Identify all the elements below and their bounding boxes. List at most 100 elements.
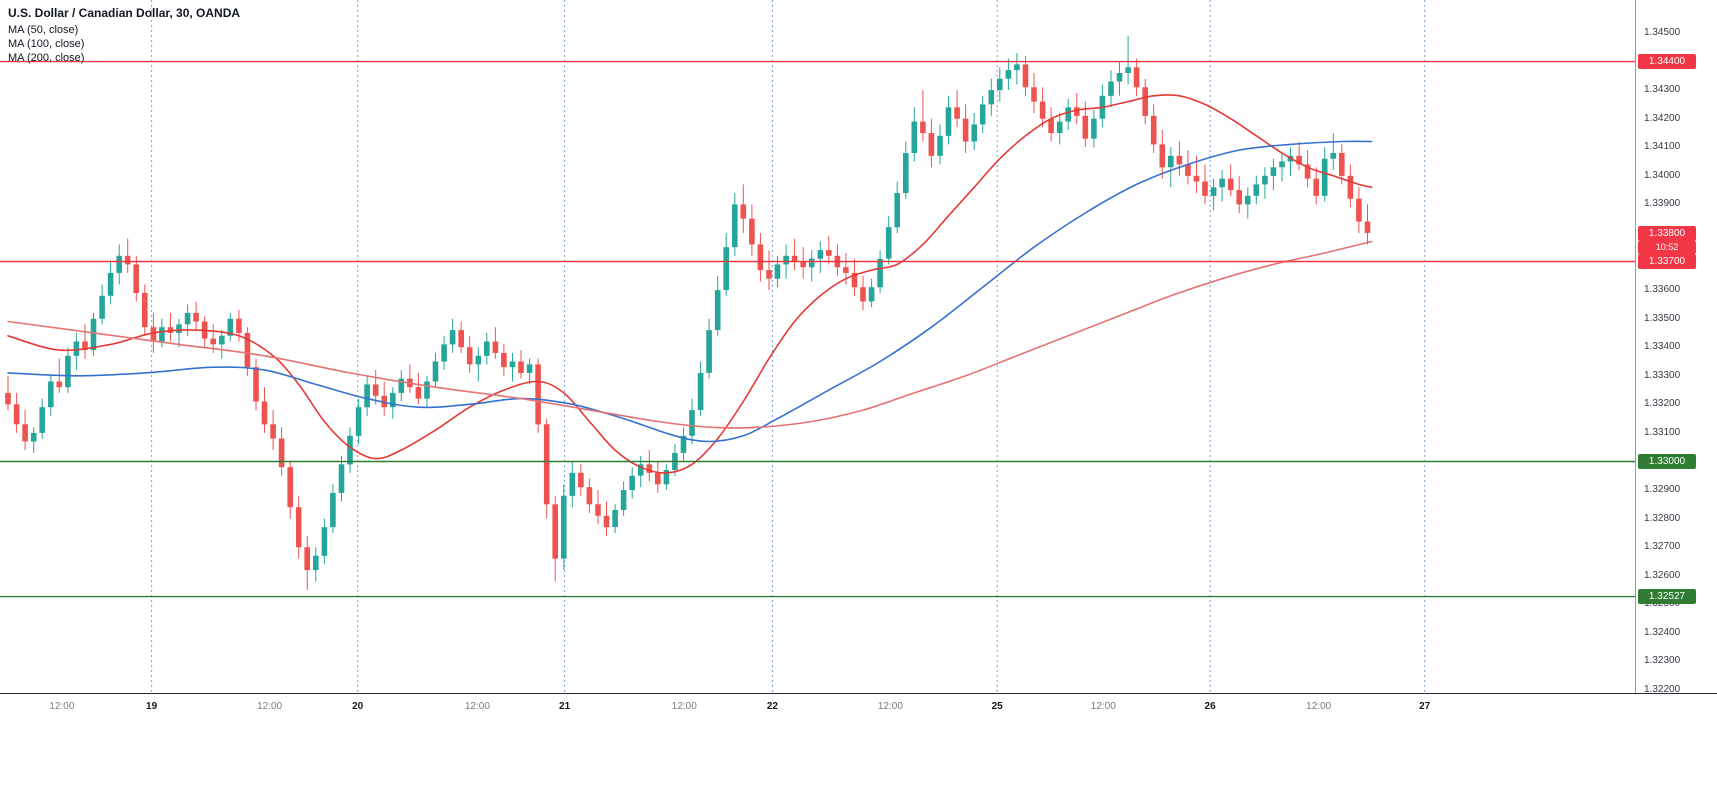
candle-body	[1347, 175, 1354, 199]
time-tick-label: 12:00	[877, 701, 903, 712]
candle-body	[1253, 184, 1260, 196]
candle-body	[783, 255, 789, 265]
candle-body	[347, 435, 353, 465]
candle-body	[928, 133, 935, 156]
indicator-label-ma100[interactable]: MA (100, close)	[8, 38, 85, 50]
candle-body	[1210, 187, 1217, 196]
candle-body	[466, 347, 473, 365]
candle-body	[620, 490, 627, 510]
candle-body	[65, 355, 71, 388]
candle-body	[552, 504, 558, 559]
candle-body	[5, 392, 11, 405]
price-tick-label: 1.32200	[1644, 684, 1681, 695]
candle-body	[680, 435, 687, 453]
candle-body	[124, 255, 131, 265]
candle-body	[689, 410, 695, 436]
time-axis[interactable]: 12:00 19 12:00 20 12:00 21 12:00 22 12:00 25 12:00…	[0, 693, 1717, 726]
candle-body	[826, 250, 832, 256]
candle-body	[287, 467, 293, 508]
price-tick-label: 1.33500	[1644, 312, 1681, 324]
candle-body	[1330, 153, 1337, 159]
candle-body	[877, 258, 883, 288]
date-tick-label: 20	[352, 701, 364, 712]
candle-body	[1176, 155, 1183, 165]
candle-body	[1031, 87, 1037, 102]
candle-body	[295, 507, 302, 548]
chart-legend: U.S. Dollar / Canadian Dollar, 30, OANDA…	[8, 6, 240, 65]
candle-body	[1339, 153, 1345, 176]
date-tick-label: 19	[146, 701, 158, 712]
candle-body	[82, 341, 88, 351]
price-tick-label: 1.32400	[1644, 626, 1681, 638]
candle-body	[1356, 198, 1362, 222]
candle-body	[390, 392, 396, 408]
price-tick-label: 1.34300	[1644, 84, 1681, 96]
candle-body	[937, 135, 943, 156]
candle-body	[1022, 64, 1029, 88]
candle-body	[210, 338, 216, 345]
candle-body	[1185, 164, 1191, 176]
candle-body	[270, 424, 276, 439]
candle-body	[1133, 67, 1140, 88]
candle-body	[278, 438, 285, 468]
bottom-empty-area	[0, 726, 1717, 785]
level-price-badge: 1.34400	[1638, 54, 1696, 70]
candle-body	[193, 312, 199, 322]
candle-body	[868, 287, 875, 302]
date-tick-label: 21	[559, 701, 571, 712]
candle-body	[1193, 175, 1200, 182]
candle-body	[637, 464, 644, 476]
candle-body	[749, 218, 755, 245]
indicator-label-ma50[interactable]: MA (50, close)	[8, 24, 79, 36]
date-tick-label: 22	[766, 701, 778, 712]
date-tick-label: 25	[991, 701, 1003, 712]
time-tick-label: 12:00	[49, 701, 75, 712]
candle-body	[543, 424, 550, 505]
time-tick-label: 12:00	[671, 701, 697, 712]
candle-body	[1202, 181, 1208, 196]
candle-body	[116, 255, 122, 273]
price-tick-label: 1.33400	[1644, 341, 1681, 353]
candle-body	[261, 401, 268, 425]
candle-body	[150, 327, 157, 342]
candle-body	[860, 287, 866, 302]
price-tick-label: 1.32700	[1644, 541, 1681, 553]
time-tick-label: 12:00	[1090, 701, 1116, 712]
candle-body	[39, 407, 45, 433]
candle-body	[962, 118, 969, 142]
candle-body	[911, 121, 918, 153]
candle-body	[1227, 178, 1234, 191]
symbol-title[interactable]: U.S. Dollar / Canadian Dollar, 30, OANDA	[8, 6, 241, 20]
candle-body	[997, 78, 1003, 91]
candle-body	[945, 107, 952, 136]
candle-body	[227, 318, 234, 336]
indicator-label-ma200[interactable]: MA (200, close)	[8, 52, 85, 64]
candle-body	[757, 244, 764, 271]
price-tick-label: 1.32900	[1644, 484, 1681, 495]
candle-body	[706, 330, 712, 373]
candle-body	[330, 492, 336, 528]
candle-body	[603, 515, 610, 528]
price-tick-label: 1.34200	[1644, 112, 1681, 124]
candle-body	[56, 381, 63, 388]
time-tick-label: 12:00	[257, 701, 283, 712]
candle-body	[800, 261, 806, 268]
candle-body	[1219, 178, 1225, 188]
ma-line-100	[7, 140, 1373, 443]
candle-body	[73, 341, 80, 356]
candle-body	[851, 272, 858, 288]
candle-body	[338, 464, 345, 493]
chart-plot-area[interactable]: U.S. Dollar / Canadian Dollar, 30, OANDA…	[0, 0, 1635, 693]
date-tick-label: 26	[1204, 701, 1216, 712]
candle-body	[1364, 221, 1371, 233]
price-axis[interactable]: 1.34500 1.34400 1.34300 1.34200 1.34100 1.340…	[1635, 0, 1717, 695]
candle-body	[843, 267, 849, 273]
time-tick-label: 12:00	[1306, 701, 1332, 712]
candle-body	[1245, 195, 1251, 205]
price-tick-label: 1.32300	[1644, 655, 1681, 667]
candle-body	[142, 292, 148, 328]
candle-body	[48, 381, 54, 408]
candle-body	[415, 387, 422, 399]
candle-body	[954, 107, 960, 119]
level-price-badge: 1.33700	[1638, 254, 1696, 269]
